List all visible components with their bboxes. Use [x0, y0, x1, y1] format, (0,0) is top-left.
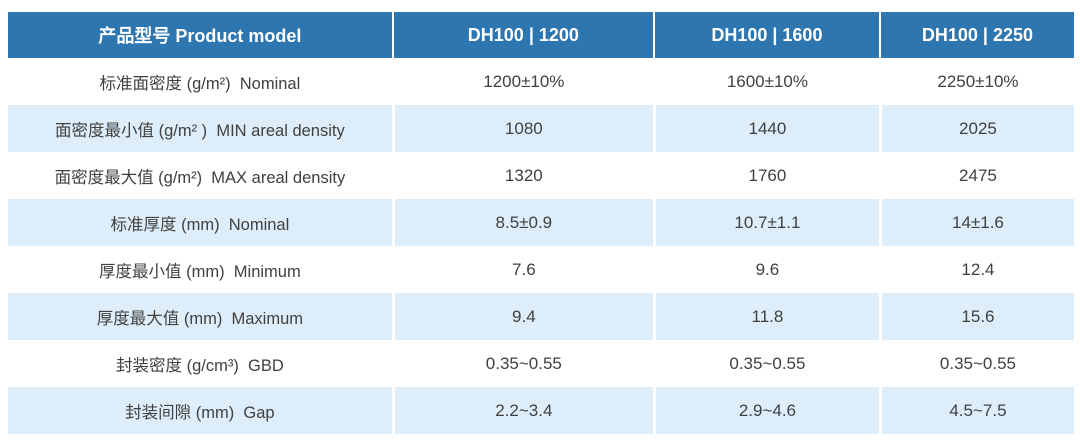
- cell-value: 7.6: [391, 246, 653, 293]
- header-product-model: 产品型号 Product model: [8, 12, 392, 58]
- cell-value: 2.9~4.6: [652, 387, 879, 434]
- cell-value: 1200±10%: [391, 58, 653, 105]
- table-header-row: 产品型号 Product model DH100 | 1200 DH100 | …: [8, 12, 1074, 58]
- table-row-nominal-areal-density: 标准面密度 (g/m²) Nominal 1200±10% 1600±10% 2…: [8, 58, 1074, 105]
- row-label: 封装间隙 (mm) Gap: [8, 387, 392, 434]
- cell-value: 15.6: [878, 293, 1074, 340]
- cell-value: 1080: [391, 105, 653, 152]
- cell-value: 10.7±1.1: [652, 199, 879, 246]
- cell-value: 11.8: [652, 293, 879, 340]
- header-col-dh100-1200: DH100 | 1200: [391, 12, 653, 58]
- row-label: 厚度最大值 (mm) Maximum: [8, 293, 392, 340]
- cell-value: 9.4: [391, 293, 653, 340]
- cell-value: 1440: [652, 105, 879, 152]
- cell-value: 4.5~7.5: [878, 387, 1074, 434]
- row-label: 厚度最小值 (mm) Minimum: [8, 246, 392, 293]
- row-label: 标准厚度 (mm) Nominal: [8, 199, 392, 246]
- table-row-min-thickness: 厚度最小值 (mm) Minimum 7.6 9.6 12.4: [8, 246, 1074, 293]
- table-row-gap: 封装间隙 (mm) Gap 2.2~3.4 2.9~4.6 4.5~7.5: [8, 387, 1074, 434]
- cell-value: 2.2~3.4: [391, 387, 653, 434]
- cell-value: 14±1.6: [878, 199, 1074, 246]
- cell-value: 1600±10%: [652, 58, 879, 105]
- cell-value: 2025: [878, 105, 1074, 152]
- row-label: 面密度最小值 (g/m² ) MIN areal density: [8, 105, 392, 152]
- table-row-gbd: 封装密度 (g/cm³) GBD 0.35~0.55 0.35~0.55 0.3…: [8, 340, 1074, 387]
- cell-value: 2250±10%: [878, 58, 1074, 105]
- header-col-dh100-1600: DH100 | 1600: [652, 12, 879, 58]
- table-row-min-areal-density: 面密度最小值 (g/m² ) MIN areal density 1080 14…: [8, 105, 1074, 152]
- cell-value: 9.6: [652, 246, 879, 293]
- cell-value: 1320: [391, 152, 653, 199]
- cell-value: 0.35~0.55: [878, 340, 1074, 387]
- row-label: 面密度最大值 (g/m²) MAX areal density: [8, 152, 392, 199]
- cell-value: 12.4: [878, 246, 1074, 293]
- table-row-max-areal-density: 面密度最大值 (g/m²) MAX areal density 1320 176…: [8, 152, 1074, 199]
- cell-value: 2475: [878, 152, 1074, 199]
- header-col-dh100-2250: DH100 | 2250: [878, 12, 1074, 58]
- table-row-max-thickness: 厚度最大值 (mm) Maximum 9.4 11.8 15.6: [8, 293, 1074, 340]
- table-row-nominal-thickness: 标准厚度 (mm) Nominal 8.5±0.9 10.7±1.1 14±1.…: [8, 199, 1074, 246]
- cell-value: 0.35~0.55: [391, 340, 653, 387]
- cell-value: 8.5±0.9: [391, 199, 653, 246]
- cell-value: 1760: [652, 152, 879, 199]
- cell-value: 0.35~0.55: [652, 340, 879, 387]
- row-label: 封装密度 (g/cm³) GBD: [8, 340, 392, 387]
- product-spec-table: 产品型号 Product model DH100 | 1200 DH100 | …: [8, 12, 1074, 434]
- row-label: 标准面密度 (g/m²) Nominal: [8, 58, 392, 105]
